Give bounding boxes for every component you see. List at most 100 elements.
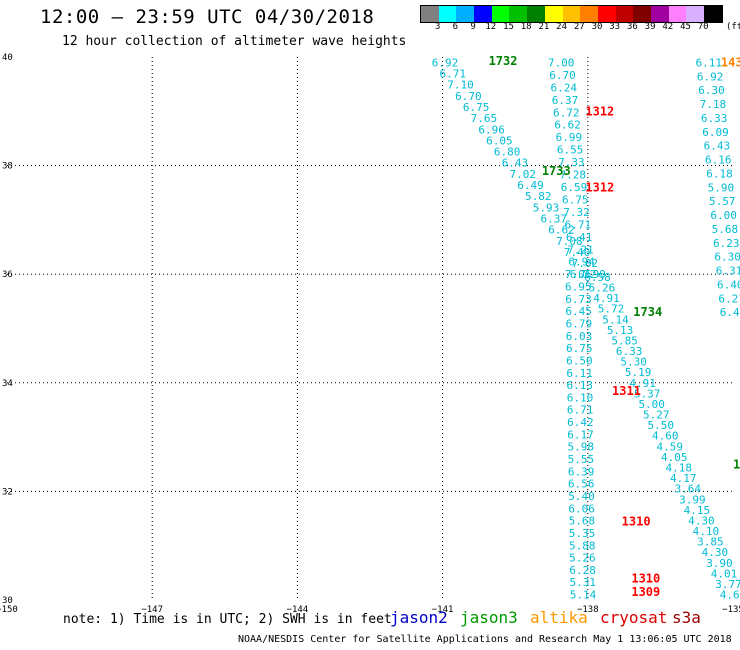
legend-swatch <box>580 6 598 22</box>
satellite-legend-jason2: jason2 <box>390 608 448 627</box>
wave-height-value: 5.40 <box>568 490 595 503</box>
wave-height-value: 4.59 <box>657 440 684 453</box>
wave-height-value: 6.99 <box>556 131 583 144</box>
wave-height-value: 7.18 <box>700 98 727 111</box>
lat-tick-label: 38 <box>2 162 13 172</box>
wave-height-value: 4.91 <box>629 377 656 390</box>
wave-height-value: 5.50 <box>647 419 674 432</box>
lon-tick-label: −147 <box>141 605 163 615</box>
wave-height-value: 6.32 <box>570 268 597 281</box>
legend-swatch <box>474 6 492 22</box>
wave-height-value: 6.03 <box>566 330 593 343</box>
wave-height-value: 5.30 <box>620 356 647 369</box>
wave-height-value: 6.33 <box>616 345 643 358</box>
legend-label: 24 <box>556 22 568 32</box>
lon-tick-label: −150 <box>0 605 18 615</box>
wave-height-value: 6.70 <box>549 69 576 82</box>
wave-height-value: 7.08 <box>556 235 583 248</box>
wave-height-value: 6.56 <box>568 478 595 491</box>
legend-label: 3 <box>434 22 441 32</box>
note-text: note: 1) Time is in UTC; 2) SWH is in fe… <box>63 612 392 627</box>
lat-tick-label: 30 <box>2 596 13 606</box>
wave-height-tracks: 6.926.717.106.706.757.656.966.056.806.43… <box>432 56 740 601</box>
wave-height-value: 6.30 <box>698 84 725 97</box>
wave-height-value: 6.62 <box>548 224 575 237</box>
wave-height-value: 6.06 <box>568 502 595 515</box>
wave-height-value: 6.73 <box>565 293 592 306</box>
lat-tick-label: 36 <box>2 270 13 280</box>
map-axis-ticks: −150 −147 −144 −141 −138 −135 30 32 34 36 38 40 <box>0 53 740 615</box>
wave-height-value: 6.55 <box>557 144 584 157</box>
wave-height-value: 7.33 <box>558 156 585 169</box>
wave-height-value: 5.57 <box>709 195 736 208</box>
wave-height-value: 5.13 <box>607 324 634 337</box>
wave-height-value: 6.95 <box>565 281 592 294</box>
pass-time-label: 1732 <box>489 54 518 68</box>
color-legend-bar <box>420 5 723 23</box>
wave-height-value: 4.60 <box>720 589 740 602</box>
wave-height-value: 7.32 <box>563 206 590 219</box>
legend-swatch <box>704 6 722 22</box>
wave-height-value: 6.28 <box>569 564 596 577</box>
wave-height-value: 6.45 <box>565 305 592 318</box>
wave-height-value: 6.71 <box>565 218 592 231</box>
pass-time-label: 173 <box>733 457 740 471</box>
legend-label: 9 <box>470 22 476 32</box>
wave-height-value: 5.26 <box>569 552 596 565</box>
wave-height-value: 4.30 <box>688 514 715 527</box>
wave-height-value: 3.85 <box>697 536 724 549</box>
legend-label: 36 <box>626 22 638 32</box>
wave-height-value: 5.19 <box>625 366 652 379</box>
wave-height-value: 6.30 <box>714 251 740 264</box>
wave-height-value: 6.79 <box>566 317 593 330</box>
wave-height-value: 5.27 <box>643 409 670 422</box>
wave-height-value: 5.55 <box>568 453 595 466</box>
wave-height-value: 3.99 <box>679 493 706 506</box>
footer-credit: NOAA/NESDIS Center for Satellite Applica… <box>238 634 732 645</box>
wave-height-value: 3.77 <box>715 578 740 591</box>
lon-tick-label: −141 <box>432 605 454 615</box>
pass-time-label: 1309 <box>631 585 660 599</box>
wave-height-value: 6.00 <box>710 209 737 222</box>
wave-height-value: 6.09 <box>702 126 729 139</box>
lon-tick-label: −135 <box>722 605 740 615</box>
lat-tick-label: 40 <box>2 53 13 63</box>
wave-height-value: 4.15 <box>684 504 711 517</box>
legend-label: 39 <box>644 22 656 32</box>
wave-height-value: 6.71 <box>440 68 467 81</box>
wave-height-value: 7.06 <box>565 268 592 281</box>
wave-height-value: 5.37 <box>634 387 661 400</box>
wave-height-value: 6.92 <box>697 70 724 83</box>
wave-height-value: 6.11 <box>566 367 593 380</box>
wave-height-value: 6.62 <box>554 119 581 132</box>
legend-swatch <box>421 6 439 22</box>
legend-swatch <box>544 6 563 22</box>
wave-height-value: 6.40 <box>717 278 740 291</box>
wave-height-value: 4.05 <box>661 451 688 464</box>
wave-height-value: 6.24 <box>550 81 577 94</box>
wave-height-value: 6.05 <box>486 134 513 147</box>
wave-height-value: 6.13 <box>567 379 594 392</box>
pass-time-label: 1310 <box>631 571 660 585</box>
wave-height-value: 7.02 <box>572 257 599 270</box>
pass-time-label: 1312 <box>585 180 614 194</box>
wave-height-value: 5.85 <box>611 334 638 347</box>
wave-height-value: 6.37 <box>541 212 568 225</box>
wave-height-value: 5.00 <box>638 398 665 411</box>
wave-height-value: 6.59 <box>561 181 588 194</box>
wave-height-value: 6.75 <box>463 101 490 114</box>
legend-label: 42 <box>662 22 674 32</box>
legend-swatch <box>456 6 475 22</box>
wave-height-value: 5.14 <box>570 589 597 602</box>
wave-height-value: 6.21 <box>718 292 740 305</box>
wave-height-value: 6.41 <box>566 231 593 244</box>
legend-unit: (ft) <box>726 22 740 32</box>
wave-height-value: 5.98 <box>567 441 594 454</box>
satellite-legend-s3a: s3a <box>672 608 701 627</box>
wave-height-value: 6.10 <box>567 391 594 404</box>
wave-height-value: 6.58 <box>584 271 611 284</box>
wave-height-value: 6.37 <box>552 94 579 107</box>
legend-label: 27 <box>573 22 585 32</box>
wave-height-value: 5.72 <box>598 303 625 316</box>
